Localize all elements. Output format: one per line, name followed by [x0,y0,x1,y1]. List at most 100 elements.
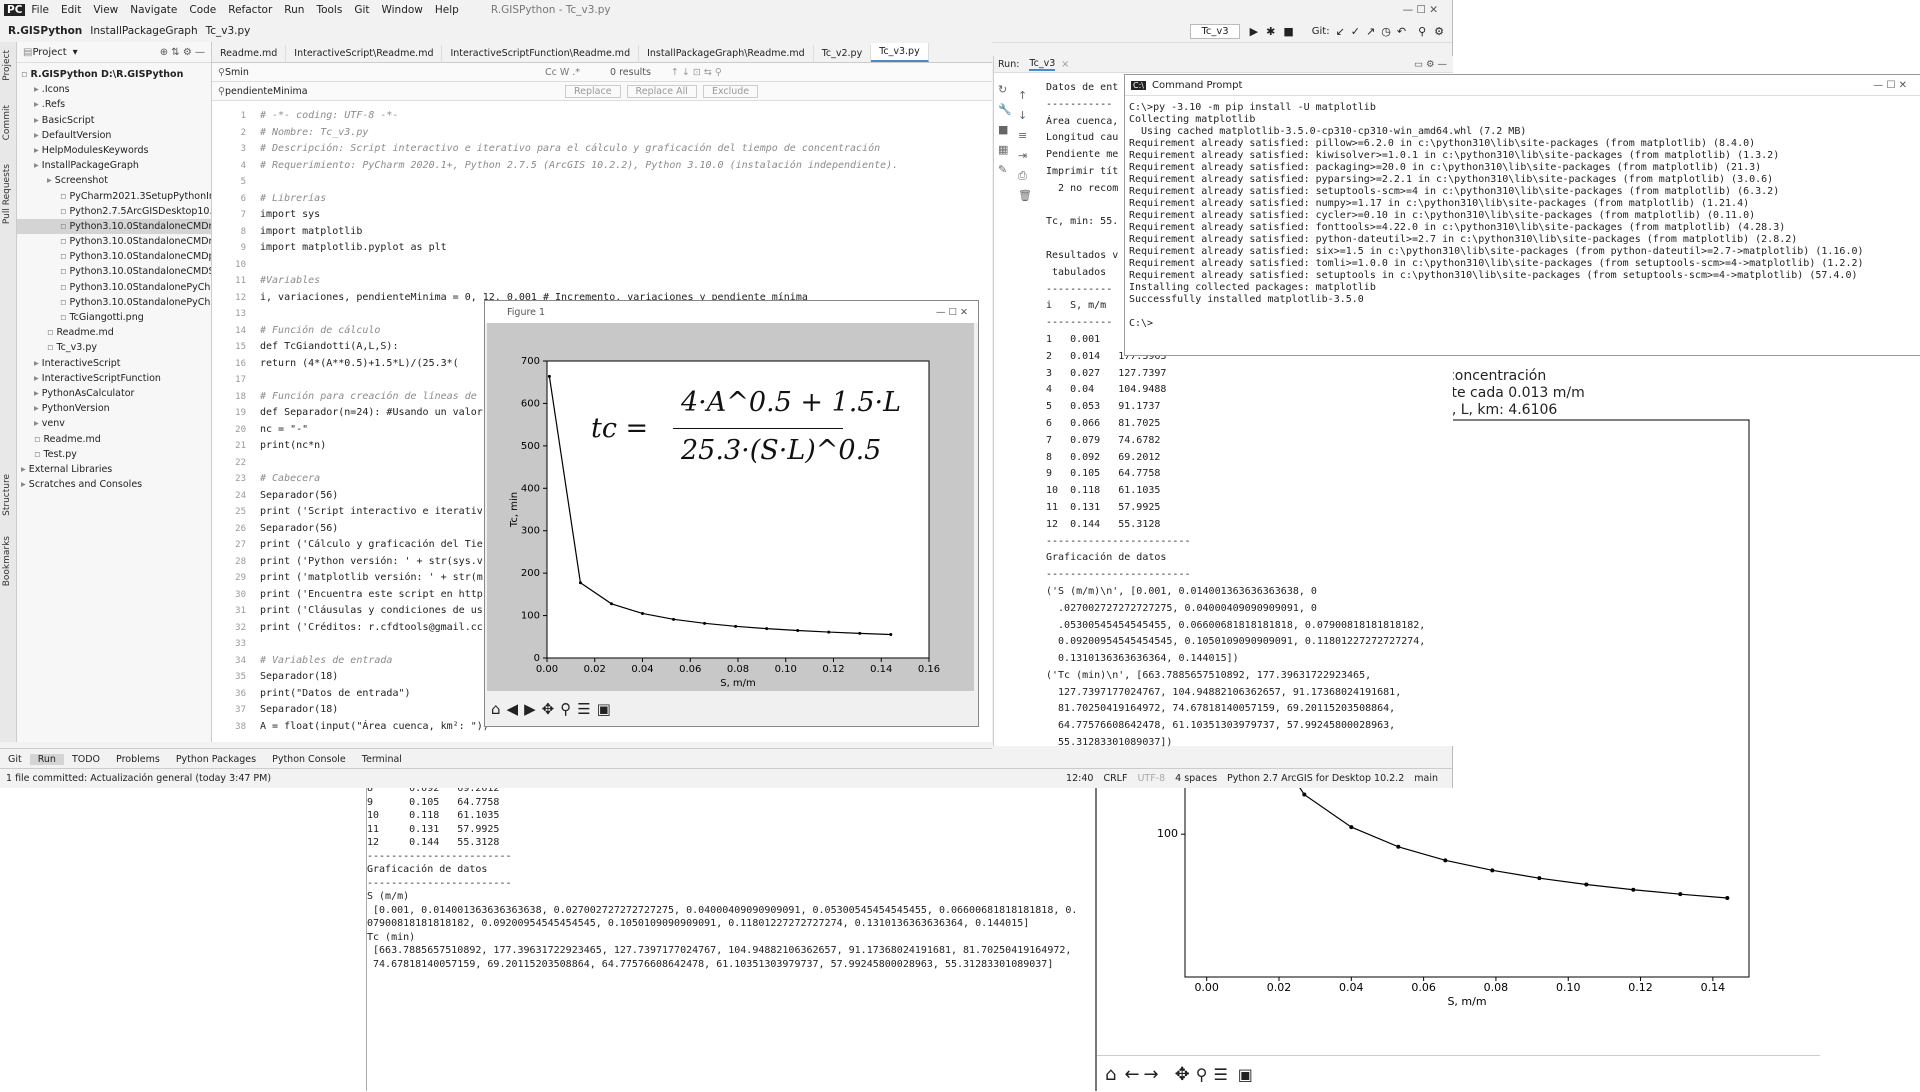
encoding[interactable]: UTF-8 [1137,773,1166,784]
settings-icon[interactable]: ⚙ [1434,24,1444,38]
zoom-icon[interactable]: ⚲ [1195,1064,1208,1084]
tree-item[interactable]: ▫ Python2.7.5ArcGISDesktop10.2 [17,204,211,219]
run-side-toolbar-2[interactable]: ↑ ↓ ≡ ⇥ ⎙ 🗑 [1018,89,1032,202]
tree-item[interactable]: ▸ DefaultVersion [17,128,211,143]
editor-tab[interactable]: InstallPackageGraph\Readme.md [639,45,814,62]
editor-tab[interactable]: InteractiveScriptFunction\Readme.md [442,45,640,62]
menu-item[interactable]: Navigate [130,4,178,16]
breadcrumb-root[interactable]: R.GISPython [8,25,83,37]
git-update-icon[interactable]: ↙ [1335,24,1345,38]
breadcrumb-file[interactable]: Tc_v3.py [205,25,251,37]
tree-item[interactable]: ▫ PyCharm2021.3SetupPythonIn [17,189,211,204]
tool-window-tab[interactable]: TODO [71,753,101,765]
pan-icon[interactable]: ✥ [541,700,555,718]
git-push-icon[interactable]: ↗ [1366,24,1376,38]
forward-icon[interactable]: ▶ [524,700,536,718]
window-controls[interactable]: — ☐ ✕ [1873,79,1907,91]
caret-position[interactable]: 12:40 [1066,773,1094,784]
tree-item[interactable]: ▸ PythonAsCalculator [17,386,211,401]
tree-item[interactable]: ▫ Python3.10.0StandaloneCMDS [17,264,211,279]
line-separator[interactable]: CRLF [1103,773,1128,784]
tree-item[interactable]: ▸ .Icons [17,82,211,97]
tool-window-tab[interactable]: Problems [116,753,160,765]
tree-item[interactable]: ▫ Readme.md [17,432,211,447]
tree-item[interactable]: ▸ PythonVersion [17,401,211,416]
tool-window-tab[interactable]: Git [8,753,22,765]
bookmarks-tool-tab[interactable]: Bookmarks [2,536,12,587]
tool-window-tab[interactable]: Run [29,753,64,765]
tree-item[interactable]: ▸ .Refs [17,97,211,112]
cmd-output[interactable]: C:\>py -3.10 -m pip install -U matplotli… [1125,96,1920,336]
exclude-button[interactable]: Exclude [702,84,759,98]
structure-tool-tab[interactable]: Structure [2,474,12,517]
editor-tab[interactable]: Tc_v3.py [871,43,929,62]
breadcrumb-folder[interactable]: InstallPackageGraph [90,25,198,37]
tree-item[interactable]: ▫ Test.py [17,447,211,462]
search-icon[interactable]: ⚲ [1418,24,1427,38]
interpreter[interactable]: Python 2.7 ArcGIS for Desktop 10.2.2 [1227,773,1405,784]
git-commit-icon[interactable]: ✓ [1350,24,1361,38]
run-tab[interactable]: Tc_v3 [1029,57,1056,71]
tool-window-tab[interactable]: Python Packages [175,753,257,765]
window-controls[interactable]: — ☐ ✕ [1402,4,1438,16]
history-icon[interactable]: ◷ [1381,24,1391,38]
editor-tab[interactable]: Tc_v2.py [814,45,872,62]
close-icon[interactable]: × [1061,58,1070,70]
replace-input[interactable]: pendienteMinima [224,85,308,97]
menu-item[interactable]: Edit [60,4,82,16]
editor-tab[interactable]: InteractiveScript\Readme.md [286,45,443,62]
panel-actions[interactable]: ⊕ ⇅ ⚙ — [159,46,205,58]
menu-item[interactable]: Git [354,4,370,16]
tool-window-tab[interactable]: Terminal [361,753,402,765]
tree-item[interactable]: ▫ Python3.10.0StandaloneCMDp [17,249,211,264]
tree-item[interactable]: ▸ InteractiveScript [17,356,211,371]
menu-item[interactable]: View [93,4,119,16]
run-icon[interactable]: ▶ [1249,24,1259,38]
tree-item[interactable]: ▫ Python3.10.0StandalonePyCha [17,295,211,310]
menu-item[interactable]: Window [381,4,423,16]
stop-icon[interactable]: ■ [1283,24,1294,38]
run-side-toolbar[interactable]: ↻ 🔧 ■ ▦ ✎ [998,83,1012,176]
tree-item[interactable]: ▫ Tc_v3.py [17,340,211,355]
menu-item[interactable]: Run [284,4,305,16]
find-options[interactable]: Cc W .* [544,66,581,78]
tree-item[interactable]: ▸ InteractiveScriptFunction [17,371,211,386]
zoom-icon[interactable]: ⚲ [560,700,572,718]
tree-item[interactable]: ▸ venv [17,416,211,431]
indent[interactable]: 4 spaces [1175,773,1218,784]
rollback-icon[interactable]: ↶ [1396,24,1407,38]
configure-icon[interactable]: ☰ [577,700,591,718]
tree-item[interactable]: ▫ R.GISPython D:\R.GISPython [17,67,211,82]
chevron-down-icon[interactable]: ▾ [72,46,78,58]
run-config-select[interactable]: Tc_v3 [1190,23,1240,39]
project-panel-title[interactable]: Project [32,46,67,58]
home-icon[interactable]: ⌂ [1105,1063,1117,1085]
window-controls[interactable]: — ☐ ✕ [935,306,968,318]
forward-icon[interactable]: → [1143,1063,1159,1085]
tree-item[interactable]: ▫ TcGiangotti.png [17,310,211,325]
find-navigation[interactable]: ↑ ↓ ⊡ ⇆ ⚲ [670,66,722,78]
editor-tab[interactable]: Readme.md [212,45,287,62]
tree-item[interactable]: ▸ Screenshot [17,173,211,188]
tool-window-tab[interactable]: Python Console [272,753,346,765]
code-area[interactable]: # -*- coding: UTF-8 -*- # Nombre: Tc_v3.p… [260,108,990,738]
save-icon[interactable]: ▣ [1237,1064,1253,1084]
find-input[interactable]: Smin [224,66,249,78]
tree-item[interactable]: ▫ Readme.md [17,325,211,340]
home-icon[interactable]: ⌂ [491,700,501,718]
menu-item[interactable]: Refactor [228,4,273,16]
commit-tool-tab[interactable]: Commit [2,104,12,141]
tree-item[interactable]: ▸ InstallPackageGraph [17,158,211,173]
menu-item[interactable]: File [31,4,49,16]
configure-icon[interactable]: ☰ [1213,1064,1228,1084]
tree-item[interactable]: ▸ Scratches and Consoles [17,477,211,492]
back-icon[interactable]: ← [1124,1063,1140,1085]
menu-item[interactable]: Code [189,4,217,16]
tree-item[interactable]: ▫ Python3.10.0StandaloneCMDr [17,234,211,249]
debug-icon[interactable]: ✱ [1266,24,1276,38]
tree-item[interactable]: ▫ Python3.10.0StandaloneCMDr [17,218,211,235]
run-panel-actions[interactable]: ▭ ⚙ — [1413,58,1447,70]
replace-button[interactable]: Replace [564,84,621,98]
pan-icon[interactable]: ✥ [1174,1063,1190,1085]
tree-item[interactable]: ▸ External Libraries [17,462,211,477]
